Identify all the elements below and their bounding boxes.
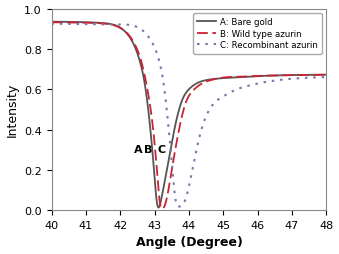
Text: A: A: [134, 144, 142, 154]
X-axis label: Angle (Degree): Angle (Degree): [136, 235, 242, 248]
Text: B: B: [144, 144, 153, 154]
Text: C: C: [157, 144, 165, 154]
Y-axis label: Intensity: Intensity: [5, 83, 19, 137]
Legend: A: Bare gold, B: Wild type azurin, C: Recombinant azurin: A: Bare gold, B: Wild type azurin, C: Re…: [193, 14, 322, 54]
